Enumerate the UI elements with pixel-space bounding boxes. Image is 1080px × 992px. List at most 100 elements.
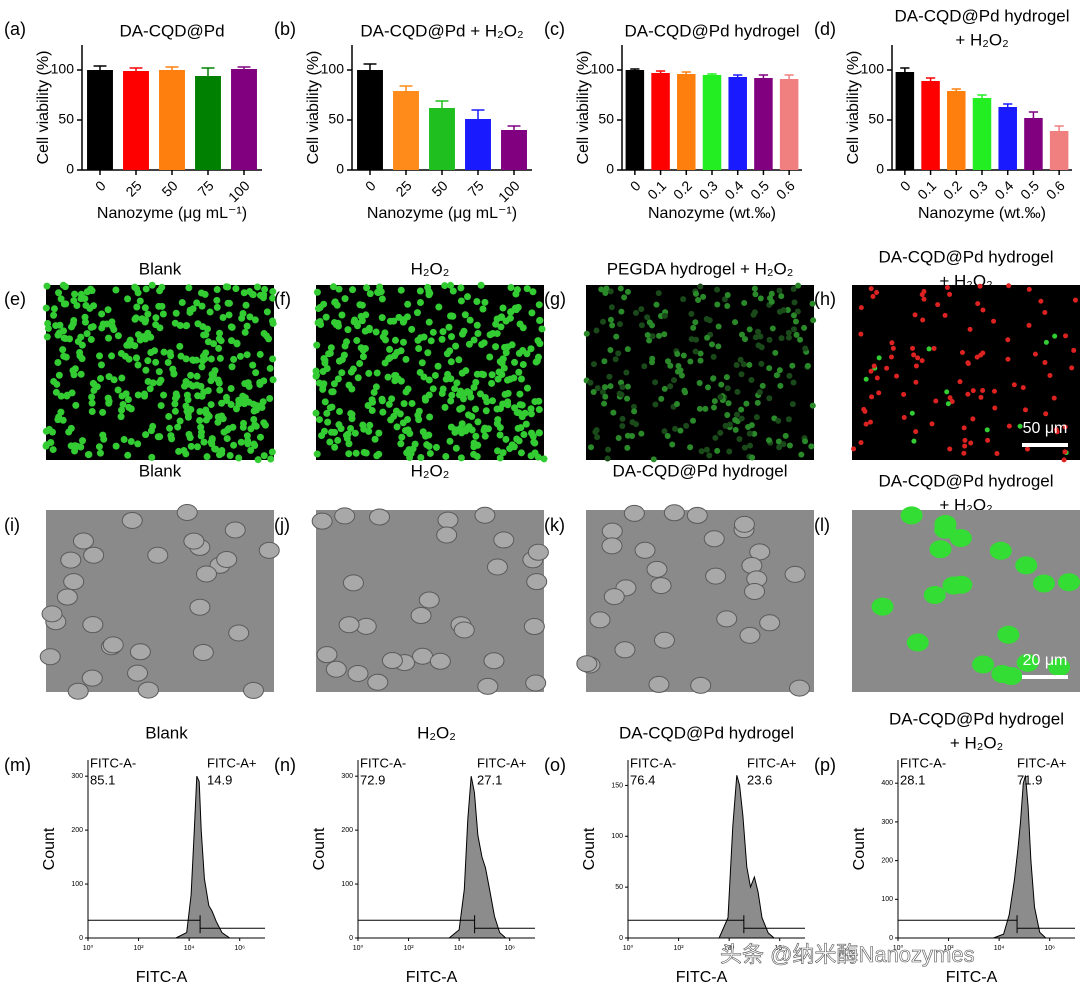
bar	[921, 81, 940, 170]
error-bar	[784, 74, 794, 79]
x-axis-label: Nanozyme (wt.‰)	[918, 205, 1046, 222]
cell	[535, 429, 543, 437]
cell	[343, 434, 351, 442]
cell	[481, 432, 489, 440]
cell	[82, 616, 104, 634]
cell	[989, 541, 1012, 560]
cell	[888, 354, 894, 360]
x-tick-label: 10⁶	[234, 945, 245, 952]
cell	[321, 356, 329, 364]
y-tick-label: 50	[868, 111, 884, 127]
cell	[69, 320, 77, 328]
cell	[165, 412, 173, 420]
cell	[1058, 573, 1080, 592]
cell	[377, 288, 385, 296]
cell	[424, 349, 432, 357]
cell	[338, 616, 360, 634]
error-bar	[1028, 111, 1039, 118]
cell	[142, 285, 150, 293]
cell	[506, 314, 514, 322]
error-bar	[129, 67, 143, 71]
cell	[690, 676, 712, 694]
cell	[961, 425, 967, 431]
cell	[344, 326, 352, 334]
cell	[457, 297, 465, 305]
cell	[477, 677, 499, 695]
cell	[256, 380, 264, 388]
cell	[313, 450, 321, 458]
cell	[910, 345, 916, 351]
cell	[441, 282, 449, 290]
cell	[773, 372, 780, 379]
y-tick-label: 200	[71, 827, 83, 834]
cell	[82, 301, 90, 309]
cell	[991, 318, 997, 324]
cell	[612, 356, 619, 363]
cell	[650, 577, 672, 595]
cell	[325, 660, 347, 678]
cell	[227, 401, 235, 409]
cell	[894, 373, 900, 379]
bar	[1049, 131, 1069, 170]
cell	[126, 338, 134, 346]
cell	[661, 312, 668, 319]
cell	[402, 355, 410, 363]
cell	[601, 537, 623, 555]
gate-label: FITC-A+	[747, 755, 796, 770]
cell	[906, 633, 929, 652]
cell	[483, 652, 505, 670]
cell	[397, 286, 405, 294]
cell	[316, 646, 338, 664]
cell	[52, 322, 60, 330]
cell	[99, 408, 107, 416]
cell	[152, 314, 160, 322]
x-tick-label: 10⁶	[504, 945, 515, 952]
cell	[189, 598, 211, 616]
cell	[176, 417, 184, 425]
cell	[260, 419, 268, 427]
cell	[766, 336, 773, 343]
cell	[95, 443, 103, 451]
cell	[601, 384, 608, 391]
cell	[206, 308, 214, 316]
cell	[583, 330, 590, 337]
cell	[481, 298, 489, 306]
cell	[187, 371, 195, 379]
cell	[674, 368, 681, 375]
cell	[312, 367, 320, 375]
cell	[589, 611, 611, 629]
gate-value: 72.9	[360, 772, 385, 787]
cell	[134, 391, 142, 399]
y-tick-label: 100	[341, 881, 353, 888]
panel-label: (a)	[4, 19, 26, 39]
cell	[89, 379, 97, 387]
cell	[322, 313, 330, 321]
cell	[587, 379, 594, 386]
cell	[517, 424, 525, 432]
cell	[757, 295, 764, 302]
cell	[868, 368, 874, 374]
cell	[457, 454, 465, 462]
cell	[189, 356, 197, 364]
cell	[110, 376, 118, 384]
cell	[331, 428, 339, 436]
error-bar	[733, 74, 743, 77]
cell	[1069, 365, 1075, 371]
cell	[144, 329, 152, 337]
cell	[268, 317, 276, 325]
panel-title: + H₂O₂	[939, 495, 992, 514]
x-tick-label: 10⁰	[893, 944, 904, 952]
cell	[723, 374, 730, 381]
cell	[648, 675, 670, 693]
cell	[105, 334, 113, 342]
gate-label: FITC-A-	[360, 755, 406, 770]
cell	[216, 329, 224, 337]
cell	[452, 444, 460, 452]
cell	[714, 286, 721, 293]
cell	[690, 417, 697, 424]
cell	[76, 352, 84, 360]
cell	[49, 446, 57, 454]
y-tick-label: 100	[861, 61, 885, 77]
cell	[968, 440, 974, 446]
error-bar	[630, 68, 640, 70]
